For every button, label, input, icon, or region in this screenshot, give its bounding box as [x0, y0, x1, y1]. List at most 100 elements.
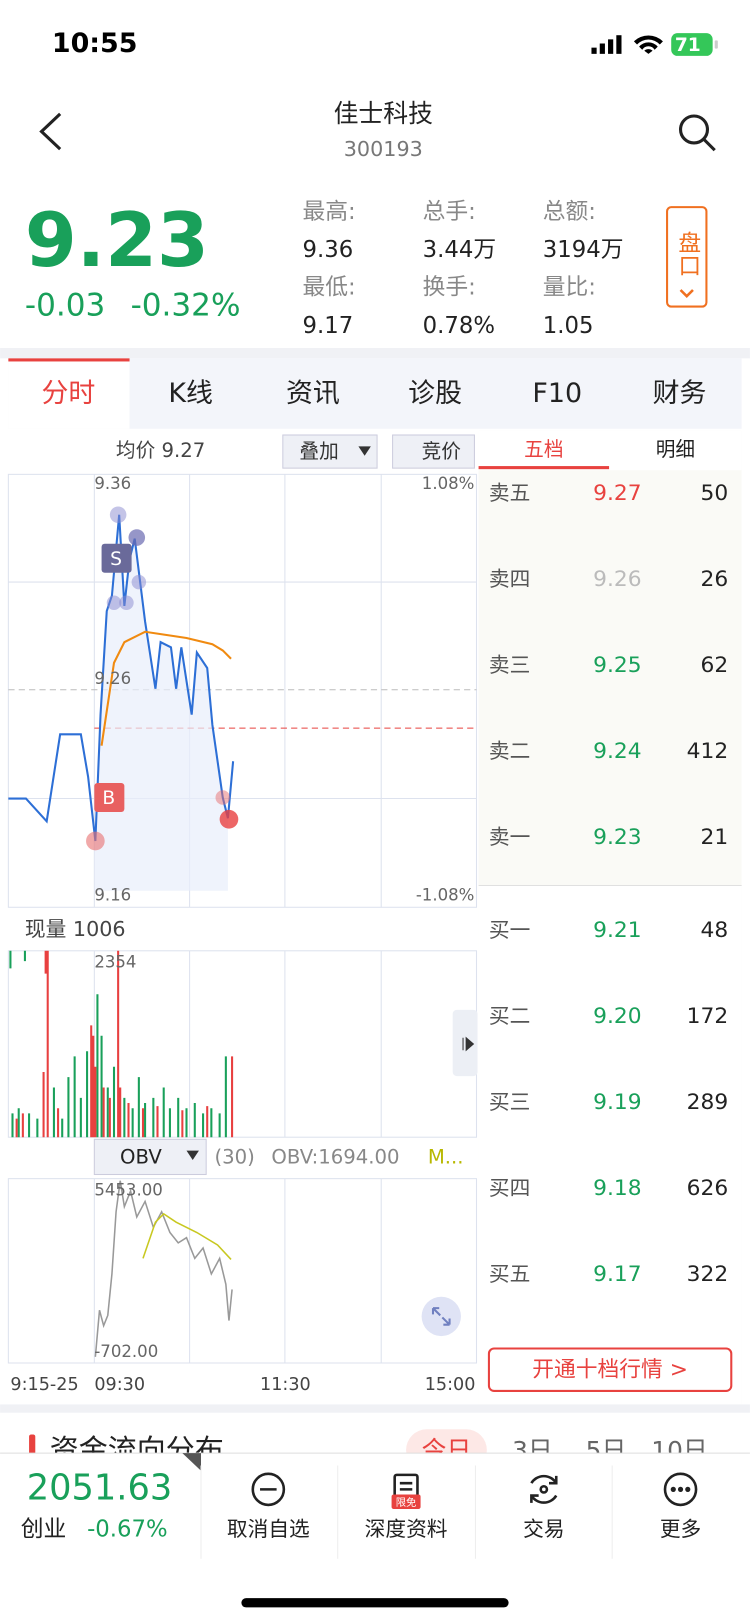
overlay-caret	[358, 446, 371, 456]
stat-value: 0.78%	[423, 313, 495, 339]
book-volume: 322	[687, 1262, 729, 1287]
book-volume: 26	[700, 567, 728, 592]
book-label: 买三	[489, 1090, 530, 1114]
book-volume: 62	[700, 653, 728, 678]
bottom-actions: 取消自选 深度资料 交易 更多	[227, 1517, 701, 1541]
book-price: 9.21	[593, 918, 641, 943]
tab-bar	[8, 358, 742, 429]
book-label: 卖一	[489, 825, 530, 849]
index-change: -0.67%	[87, 1516, 168, 1542]
last-price: 9.23	[25, 197, 209, 284]
stat-label: 量比:	[543, 274, 596, 300]
book-label: 买五	[489, 1262, 530, 1286]
avg-price: 均价 9.27	[116, 439, 205, 462]
indicator-value: OBV:1694.00	[271, 1145, 399, 1168]
book-volume: 412	[687, 739, 729, 764]
order-book-tabs	[478, 430, 742, 471]
back-button[interactable]	[39, 112, 62, 151]
active-tab-bg	[8, 358, 130, 429]
order-book-rows: 卖五 9.27 50 卖四 9.26 26 卖三 9.25 62 卖二 9.24 412 卖一 9.23 2…	[489, 481, 728, 1287]
book-label: 买二	[489, 1004, 530, 1028]
fullscreen-icon	[431, 1307, 451, 1326]
tabs: 分时 K线 资讯 诊股 F10 财务	[42, 378, 707, 409]
action[interactable]: 更多	[660, 1517, 701, 1541]
pct-bottom: -1.08%	[416, 885, 475, 904]
tab[interactable]: F10	[532, 378, 582, 409]
index-corner	[182, 1453, 201, 1471]
x-axis: 9:15-25 09:30 11:30 15:00	[10, 1375, 475, 1395]
action[interactable]: 取消自选	[227, 1517, 310, 1541]
badge	[391, 1494, 421, 1510]
overlay-label: 叠加	[299, 440, 338, 463]
book-volume: 48	[700, 918, 728, 943]
obv-top: 5453.00	[94, 1181, 163, 1200]
obv-chart	[7, 1178, 478, 1364]
side-button[interactable]	[666, 206, 708, 308]
sell-marker: S	[110, 549, 122, 570]
stat-value: 9.36	[303, 237, 354, 263]
indicator-period: (30)	[214, 1145, 254, 1168]
book-label: 买四	[489, 1176, 530, 1200]
divider	[0, 1404, 750, 1413]
status-time: 10:55	[52, 28, 138, 59]
action[interactable]: 深度资料	[365, 1517, 448, 1541]
action[interactable]: 交易	[523, 1517, 564, 1541]
collapse-handle[interactable]	[452, 1009, 478, 1077]
book-price: 9.18	[593, 1176, 641, 1201]
order-book-tab[interactable]: 明细	[656, 438, 695, 461]
stock-name: 佳士科技	[334, 99, 433, 128]
stock-code: 300193	[344, 137, 423, 161]
book-volume: 289	[687, 1090, 729, 1115]
indicator-more: M...	[428, 1145, 464, 1168]
more-dots	[670, 1486, 691, 1492]
side-button-arrow	[679, 289, 694, 299]
fullscreen-button[interactable]	[421, 1296, 461, 1337]
buy-marker: B	[102, 788, 115, 809]
volume-bars-down	[9, 950, 227, 1138]
volume-label: 现量 1006	[25, 917, 126, 941]
collapse-icon	[462, 1036, 475, 1052]
avg-price-line	[100, 630, 232, 746]
x-label: 9:15-25	[10, 1375, 78, 1395]
upgrade-button[interactable]	[487, 1347, 733, 1392]
book-price: 9.23	[593, 825, 641, 850]
stat-value: 3194万	[543, 237, 624, 263]
stat-value: 3.44万	[423, 237, 496, 263]
status-icons	[591, 33, 718, 56]
book-price: 9.27	[593, 481, 641, 506]
tab[interactable]: 分时	[42, 378, 96, 409]
badge-label: 限免	[396, 1496, 417, 1509]
index-name: 创业	[21, 1516, 67, 1542]
order-book-tab[interactable]: 五档	[524, 438, 563, 461]
volume-max: 2354	[94, 953, 136, 972]
volume-bars-up	[15, 950, 234, 1138]
auction-button[interactable]	[392, 434, 475, 469]
book-volume: 21	[700, 825, 728, 850]
tab[interactable]: 资讯	[286, 378, 340, 409]
tab[interactable]: K线	[168, 378, 213, 409]
obv-ma-line	[142, 1212, 232, 1260]
overlay-button[interactable]	[282, 434, 378, 469]
book-label: 卖五	[489, 481, 530, 505]
bottom-bar	[0, 1453, 750, 1624]
book-label: 卖四	[489, 567, 530, 591]
x-label: 09:30	[94, 1375, 145, 1395]
divider	[0, 348, 750, 359]
x-label: 15:00	[425, 1375, 476, 1395]
auction-label: 竞价	[422, 440, 462, 463]
bottom-dividers	[200, 1465, 613, 1559]
stat-value: 1.05	[543, 313, 594, 339]
price-bottom: 9.16	[94, 885, 131, 904]
tab[interactable]: 财务	[653, 378, 707, 409]
indicator-caret	[186, 1150, 199, 1160]
book-price: 9.20	[593, 1004, 641, 1029]
stat-label: 最低:	[303, 274, 356, 300]
search-button[interactable]	[678, 114, 716, 152]
tab[interactable]: 诊股	[408, 378, 462, 409]
book-price: 9.24	[593, 739, 641, 764]
indicator-select[interactable]	[93, 1138, 207, 1176]
trade-markers	[86, 506, 239, 851]
